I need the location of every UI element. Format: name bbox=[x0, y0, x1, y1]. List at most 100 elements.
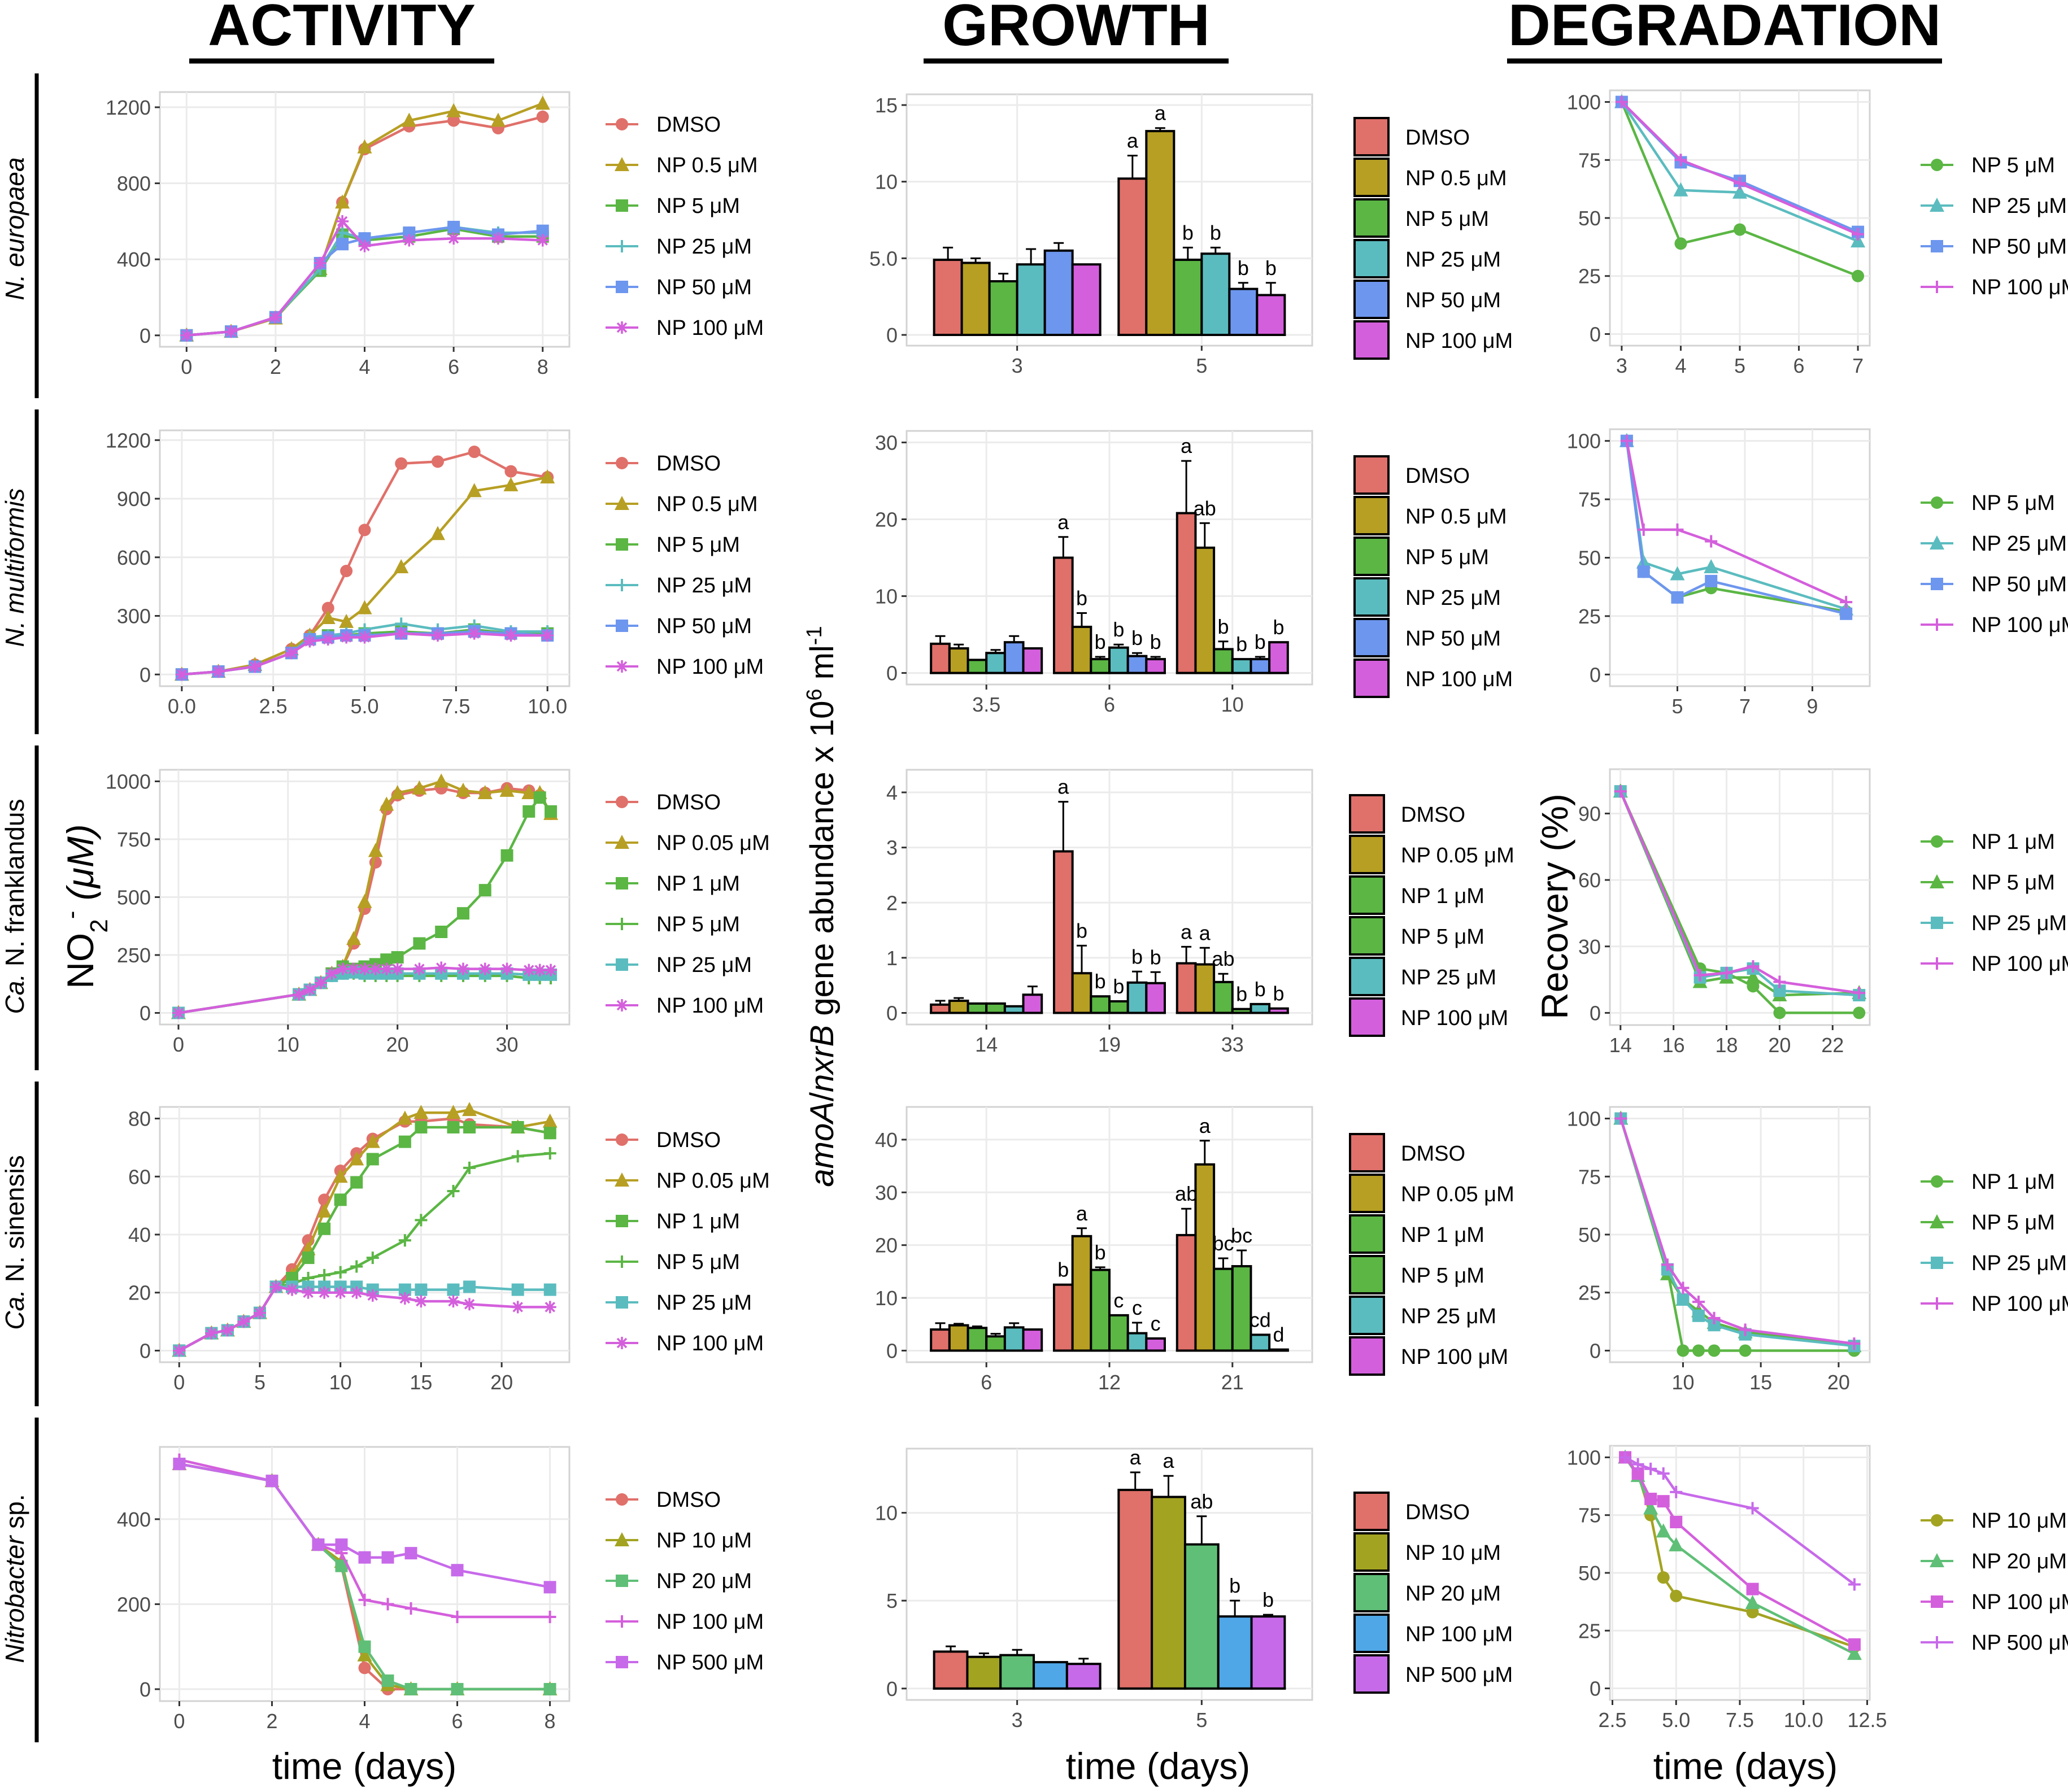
activity-franklandus-legend-label: NP 0.05 μM bbox=[656, 831, 770, 855]
activity-multiformis-point bbox=[395, 457, 408, 470]
activity-nitrobacter-point bbox=[381, 1674, 394, 1687]
growth-multiformis-sig-letter: b bbox=[1131, 626, 1143, 649]
activity-sinensis-point bbox=[286, 1283, 299, 1296]
activity-nitrobacter-point bbox=[404, 1682, 417, 1695]
activity-europaea-legend-marker bbox=[615, 157, 629, 171]
activity-franklandus-point bbox=[435, 961, 448, 974]
activity-nitrobacter-point bbox=[357, 1647, 372, 1662]
growth-sinensis-bar bbox=[1145, 1337, 1166, 1352]
activity-nitrobacter-ytick-label: 400 bbox=[117, 1508, 151, 1531]
activity-franklandus-xtick-label: 10 bbox=[277, 1033, 299, 1056]
activity-sinensis-point bbox=[398, 1135, 411, 1148]
growth-europaea-sig-letter: a bbox=[1127, 129, 1139, 152]
degradation-nitrobacter-point bbox=[1644, 1493, 1657, 1506]
growth-sinensis-sig-letter: a bbox=[1076, 1202, 1088, 1225]
activity-sinensis-point bbox=[173, 1344, 186, 1357]
growth-franklandus-bar bbox=[1071, 972, 1092, 1014]
activity-franklandus-point bbox=[391, 951, 404, 964]
growth-franklandus-bar bbox=[1052, 850, 1074, 1014]
activity-multiformis-legend-marker bbox=[615, 496, 629, 510]
activity-nitrobacter-xtick-label: 6 bbox=[452, 1710, 463, 1733]
activity-nitrobacter-point bbox=[543, 1581, 556, 1594]
activity-sinensis-point bbox=[334, 1193, 347, 1206]
activity-sinensis-point bbox=[318, 1268, 331, 1281]
growth-nitrobacter-ytick-label: 10 bbox=[875, 1502, 898, 1525]
activity-nitrobacter-legend-marker bbox=[616, 1656, 628, 1668]
growth-sinensis-sig-letter: ab bbox=[1175, 1182, 1198, 1205]
activity-nitrobacter-xtick-label: 4 bbox=[359, 1710, 370, 1733]
activity-multiformis-legend-label: NP 100 μM bbox=[656, 655, 764, 679]
growth-sinensis-sig-letter: d bbox=[1273, 1323, 1284, 1346]
activity-sinensis-legend-label: NP 25 μM bbox=[656, 1291, 752, 1315]
degradation-sinensis-legend-label: NP 25 μM bbox=[1971, 1252, 2067, 1275]
growth-franklandus-bar bbox=[1022, 993, 1043, 1014]
activity-nitrobacter-point bbox=[312, 1538, 325, 1551]
activity-franklandus-legend-marker bbox=[616, 796, 628, 808]
growth-franklandus-ytick-label: 2 bbox=[886, 891, 898, 914]
growth-nitrobacter-bar bbox=[1151, 1495, 1186, 1690]
degradation-multiformis-legend-marker bbox=[1931, 496, 1943, 509]
activity-franklandus-point bbox=[391, 962, 404, 975]
growth-sinensis-xtick-label: 6 bbox=[981, 1371, 992, 1394]
activity-franklandus-legend-marker bbox=[616, 999, 628, 1011]
activity-sinensis-ytick-label: 60 bbox=[128, 1165, 151, 1188]
growth-franklandus-legend-key bbox=[1349, 835, 1385, 874]
activity-europaea-point bbox=[447, 114, 460, 127]
growth-europaea-legend-label: NP 100 μM bbox=[1405, 329, 1513, 353]
activity-franklandus-point bbox=[347, 962, 360, 975]
growth-nitrobacter-bar bbox=[1065, 1663, 1102, 1690]
degradation-franklandus-point bbox=[1614, 785, 1627, 798]
degradation-nitrobacter-point bbox=[1847, 1646, 1862, 1660]
degradation-nitrobacter-point bbox=[1670, 1485, 1683, 1498]
degradation-multiformis-xtick-label: 7 bbox=[1739, 695, 1751, 718]
growth-multiformis-bar bbox=[1126, 655, 1148, 674]
growth-multiformis-bar bbox=[1268, 641, 1289, 674]
growth-franklandus-xtick-label: 14 bbox=[975, 1033, 998, 1056]
growth-multiformis-xtick-label: 3.5 bbox=[972, 693, 1000, 716]
degradation-franklandus-series-line bbox=[1619, 791, 1860, 1014]
degradation-franklandus-point bbox=[1745, 969, 1761, 984]
row-label-1: N. europaea bbox=[0, 157, 29, 300]
activity-multiformis-legend-label: NP 5 μM bbox=[656, 533, 740, 557]
activity-franklandus-point bbox=[413, 937, 426, 950]
activity-sinensis-point bbox=[397, 1110, 412, 1125]
degradation-franklandus-point bbox=[1747, 960, 1760, 973]
activity-sinensis-legend-label: DMSO bbox=[656, 1128, 721, 1152]
activity-sinensis-point bbox=[253, 1306, 266, 1319]
activity-nitrobacter-point bbox=[335, 1538, 348, 1551]
growth-multiformis-bar bbox=[1052, 556, 1074, 674]
activity-nitrobacter-point bbox=[404, 1602, 417, 1615]
growth-multiformis-bar bbox=[948, 647, 969, 674]
degradation-franklandus-legend-label: NP 25 μM bbox=[1971, 912, 2067, 935]
growth-multiformis-sig-letter: b bbox=[1150, 630, 1161, 653]
activity-multiformis-point bbox=[321, 601, 334, 614]
growth-franklandus-sig-letter: b bbox=[1131, 945, 1143, 968]
growth-nitrobacter-ytick-label: 0 bbox=[886, 1677, 898, 1701]
activity-franklandus-legend-marker bbox=[615, 835, 629, 849]
growth-franklandus-bar bbox=[1108, 1000, 1129, 1014]
degradation-nitrobacter-legend-label: NP 500 μM bbox=[1971, 1631, 2068, 1655]
degradation-europaea-series-line bbox=[1621, 101, 1858, 236]
growth-europaea-ytick-label: 15 bbox=[875, 94, 898, 117]
degradation-nitrobacter-point bbox=[1746, 1582, 1759, 1595]
growth-franklandus-legend-label: NP 5 μM bbox=[1401, 925, 1484, 949]
growth-sinensis-bar bbox=[1249, 1333, 1271, 1352]
growth-nitrobacter-legend-key bbox=[1353, 1614, 1390, 1653]
degradation-sinensis-point bbox=[1614, 1112, 1627, 1125]
growth-multiformis-bar bbox=[1145, 658, 1166, 674]
growth-franklandus-sig-letter: a bbox=[1181, 920, 1192, 943]
growth-franklandus-sig-letter: b bbox=[1076, 919, 1087, 942]
degradation-europaea-series-line bbox=[1621, 101, 1858, 243]
activity-europaea-legend-label: NP 5 μM bbox=[656, 194, 740, 218]
degradation-multiformis-point bbox=[1671, 523, 1684, 536]
growth-europaea-bar bbox=[1256, 294, 1286, 337]
activity-europaea-point bbox=[536, 224, 549, 237]
degradation-franklandus-series-line bbox=[1619, 791, 1860, 997]
growth-sinensis-legend-label: DMSO bbox=[1401, 1142, 1465, 1166]
activity-sinensis-point bbox=[334, 1266, 347, 1279]
growth-nitrobacter-bar bbox=[1217, 1615, 1253, 1690]
activity-sinensis-xtick-label: 10 bbox=[329, 1371, 352, 1394]
degradation-europaea-point bbox=[1615, 95, 1628, 108]
activity-sinensis-xtick-label: 0 bbox=[173, 1371, 185, 1394]
activity-sinensis-point bbox=[447, 1283, 460, 1296]
